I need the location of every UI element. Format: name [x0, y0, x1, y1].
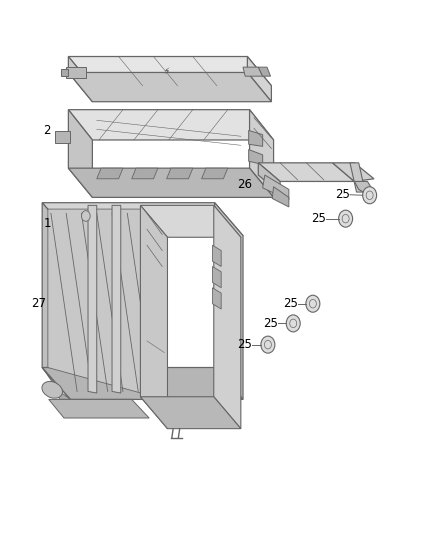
- Circle shape: [363, 187, 377, 204]
- Polygon shape: [258, 67, 271, 76]
- Polygon shape: [97, 168, 123, 179]
- Polygon shape: [68, 56, 272, 86]
- Circle shape: [339, 210, 353, 227]
- Polygon shape: [55, 131, 70, 143]
- Polygon shape: [258, 163, 354, 181]
- Polygon shape: [42, 368, 71, 399]
- Text: 27: 27: [32, 297, 46, 310]
- Polygon shape: [132, 168, 158, 179]
- Text: 26: 26: [237, 177, 252, 191]
- Text: 2: 2: [43, 124, 51, 138]
- Polygon shape: [250, 110, 274, 197]
- Polygon shape: [354, 181, 374, 195]
- Polygon shape: [215, 203, 243, 399]
- Polygon shape: [166, 168, 193, 179]
- Circle shape: [306, 295, 320, 312]
- Polygon shape: [48, 209, 145, 394]
- Polygon shape: [61, 69, 68, 76]
- Polygon shape: [141, 205, 241, 237]
- Text: 25: 25: [283, 297, 297, 310]
- Polygon shape: [68, 72, 272, 102]
- Polygon shape: [243, 67, 263, 76]
- Polygon shape: [212, 266, 221, 288]
- Polygon shape: [42, 368, 243, 399]
- Polygon shape: [42, 203, 71, 399]
- Polygon shape: [88, 205, 97, 393]
- Circle shape: [261, 336, 275, 353]
- Polygon shape: [68, 110, 274, 140]
- Polygon shape: [263, 175, 289, 200]
- Polygon shape: [212, 288, 221, 309]
- Polygon shape: [141, 397, 241, 429]
- Polygon shape: [68, 110, 92, 197]
- Polygon shape: [212, 245, 221, 266]
- Polygon shape: [350, 163, 365, 192]
- Polygon shape: [247, 56, 272, 102]
- Polygon shape: [332, 163, 374, 181]
- Polygon shape: [112, 205, 121, 393]
- Polygon shape: [249, 131, 263, 147]
- Polygon shape: [68, 56, 92, 102]
- Polygon shape: [201, 168, 228, 179]
- Text: 1: 1: [43, 217, 51, 230]
- Polygon shape: [214, 205, 241, 429]
- Polygon shape: [42, 203, 243, 236]
- Text: 25: 25: [311, 212, 326, 225]
- Polygon shape: [49, 399, 149, 418]
- Circle shape: [81, 211, 90, 221]
- Polygon shape: [66, 67, 86, 78]
- Polygon shape: [258, 163, 280, 193]
- Polygon shape: [272, 187, 289, 207]
- Text: 25: 25: [263, 317, 278, 330]
- Polygon shape: [141, 205, 167, 429]
- Ellipse shape: [42, 382, 63, 398]
- Polygon shape: [68, 168, 274, 197]
- Polygon shape: [249, 150, 263, 165]
- Circle shape: [286, 315, 300, 332]
- Text: 25: 25: [237, 338, 252, 351]
- Text: 25: 25: [335, 188, 350, 201]
- Text: ⚡: ⚡: [163, 68, 170, 76]
